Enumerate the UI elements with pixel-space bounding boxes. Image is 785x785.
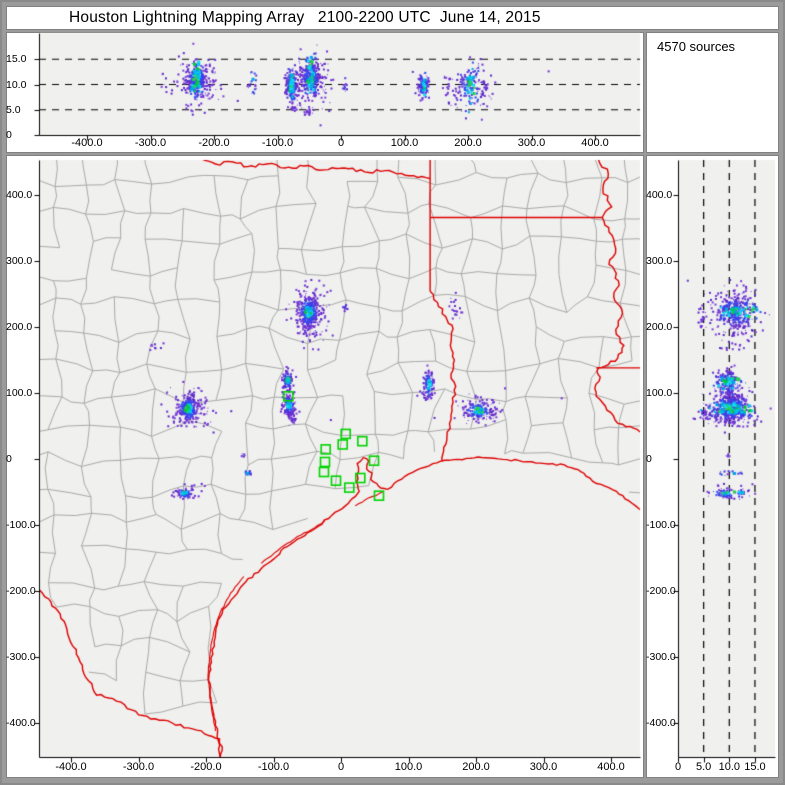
map-x-tick-label: 300.0 bbox=[529, 761, 558, 773]
top-x-tick-label: 300.0 bbox=[517, 137, 546, 149]
right-x-tick-label: 10.0 bbox=[718, 761, 741, 773]
map-x-tick-label: -400.0 bbox=[55, 761, 87, 773]
altitude-vs-eastwest-panel bbox=[6, 32, 644, 153]
right-y-tick-label: -400.0 bbox=[646, 717, 676, 729]
sources-count-label: 4570 sources bbox=[657, 39, 736, 54]
map-x-tick-label: -100.0 bbox=[257, 761, 290, 773]
right-y-tick-label: -300.0 bbox=[646, 651, 676, 663]
right-y-tick-label: -200.0 bbox=[646, 585, 676, 597]
map-y-tick-label: 400.0 bbox=[6, 189, 33, 201]
map-y-tick-label: 0 bbox=[6, 453, 12, 465]
map-y-tick-label: -400.0 bbox=[6, 717, 36, 729]
map-x-tick-label: 0 bbox=[337, 761, 345, 773]
altitude-vs-northsouth-panel bbox=[646, 155, 779, 778]
right-y-tick-label: -100.0 bbox=[646, 519, 676, 531]
map-y-tick-label: 200.0 bbox=[6, 321, 33, 333]
top-y-tick-label: 15.0 bbox=[6, 53, 27, 66]
right-x-tick-label: 5.0 bbox=[695, 761, 712, 773]
plan-view-map-panel bbox=[6, 155, 644, 778]
top-y-tick-label: 10.0 bbox=[6, 78, 27, 91]
sources-count-box: 4570 sources bbox=[646, 32, 779, 153]
right-y-tick-label: 100.0 bbox=[646, 387, 673, 399]
top-y-tick-label: 0 bbox=[6, 129, 12, 141]
top-x-tick-label: 400.0 bbox=[581, 137, 609, 149]
top-x-tick-label: -200.0 bbox=[198, 137, 230, 149]
top-x-tick-label: 100.0 bbox=[390, 137, 419, 149]
window-title: Houston Lightning Mapping Array 2100-220… bbox=[69, 9, 541, 26]
top-x-tick-label: 200.0 bbox=[454, 137, 482, 149]
top-x-tick-label: 0 bbox=[337, 137, 345, 149]
map-x-tick-label: 400.0 bbox=[597, 761, 625, 773]
map-y-tick-label: 300.0 bbox=[6, 255, 33, 267]
right-y-tick-label: 300.0 bbox=[646, 255, 673, 267]
right-x-tick-label: 15.0 bbox=[744, 761, 766, 773]
map-x-tick-label: 200.0 bbox=[462, 761, 490, 773]
top-x-tick-label: -400.0 bbox=[71, 137, 103, 149]
right-y-tick-label: 400.0 bbox=[646, 189, 673, 201]
map-y-tick-label: -100.0 bbox=[6, 519, 36, 531]
map-y-tick-label: 100.0 bbox=[6, 387, 33, 399]
map-x-tick-label: -300.0 bbox=[122, 761, 155, 773]
right-y-tick-label: 0 bbox=[646, 453, 652, 465]
right-y-tick-label: 200.0 bbox=[646, 321, 673, 333]
top-y-tick-label: 5.0 bbox=[6, 103, 21, 116]
map-y-tick-label: -300.0 bbox=[6, 651, 36, 663]
map-x-tick-label: -200.0 bbox=[190, 761, 222, 773]
map-y-tick-label: -200.0 bbox=[6, 585, 36, 597]
title-bar: Houston Lightning Mapping Array 2100-220… bbox=[6, 6, 779, 30]
map-x-tick-label: 100.0 bbox=[394, 761, 423, 773]
top-x-tick-label: -300.0 bbox=[134, 137, 167, 149]
top-x-tick-label: -100.0 bbox=[261, 137, 294, 149]
right-x-tick-label: 0 bbox=[674, 761, 682, 773]
